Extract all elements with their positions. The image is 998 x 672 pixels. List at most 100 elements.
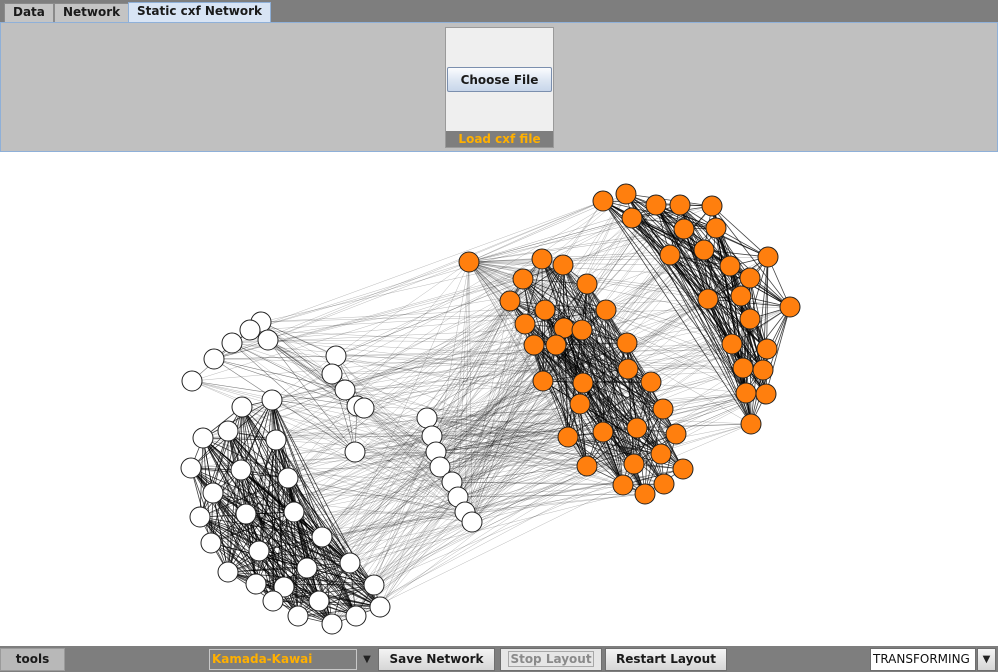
graph-node-white[interactable] [369, 596, 391, 618]
graph-node-orange[interactable] [595, 299, 617, 321]
network-graph[interactable] [0, 152, 998, 646]
graph-node-orange[interactable] [612, 474, 634, 496]
graph-node-orange[interactable] [719, 255, 741, 277]
graph-node-orange[interactable] [739, 267, 761, 289]
graph-node-white[interactable] [277, 467, 299, 489]
graph-node-orange[interactable] [730, 285, 752, 307]
graph-node-orange[interactable] [756, 338, 778, 360]
layout-algorithm-select[interactable]: Kamada-Kawai [209, 649, 357, 670]
graph-node-orange[interactable] [499, 290, 521, 312]
graph-node-white[interactable] [461, 511, 483, 533]
graph-node-orange[interactable] [552, 254, 574, 276]
graph-node-white[interactable] [363, 574, 385, 596]
graph-node-orange[interactable] [757, 246, 779, 268]
graph-node-white[interactable] [221, 332, 243, 354]
graph-node-white[interactable] [202, 482, 224, 504]
restart-layout-button[interactable]: Restart Layout [605, 648, 727, 671]
graph-node-white[interactable] [265, 429, 287, 451]
graph-node-orange[interactable] [576, 273, 598, 295]
graph-node-orange[interactable] [576, 455, 598, 477]
graph-node-white[interactable] [344, 441, 366, 463]
graph-node-white[interactable] [308, 590, 330, 612]
graph-node-orange[interactable] [514, 313, 536, 335]
graph-node-orange[interactable] [572, 372, 594, 394]
graph-node-white[interactable] [181, 370, 203, 392]
graph-node-orange[interactable] [755, 383, 777, 405]
graph-node-white[interactable] [235, 503, 257, 525]
graph-node-orange[interactable] [721, 333, 743, 355]
graph-node-orange[interactable] [512, 268, 534, 290]
graph-node-orange[interactable] [640, 371, 662, 393]
graph-node-orange[interactable] [617, 358, 639, 380]
tab-static-cxf-network[interactable]: Static cxf Network [128, 2, 272, 22]
graph-node-white[interactable] [262, 590, 284, 612]
graph-node-orange[interactable] [752, 359, 774, 381]
graph-node-orange[interactable] [653, 473, 675, 495]
graph-node-orange[interactable] [740, 413, 762, 435]
graph-node-white[interactable] [189, 506, 211, 528]
graph-node-orange[interactable] [665, 423, 687, 445]
graph-node-white[interactable] [200, 532, 222, 554]
network-graph-canvas[interactable] [0, 152, 998, 646]
graph-node-white[interactable] [273, 576, 295, 598]
graph-node-white[interactable] [283, 501, 305, 523]
save-network-button[interactable]: Save Network [378, 648, 495, 671]
graph-node-orange[interactable] [705, 217, 727, 239]
graph-node-white[interactable] [261, 389, 283, 411]
graph-node-orange[interactable] [532, 370, 554, 392]
graph-node-white[interactable] [296, 557, 318, 579]
graph-node-white[interactable] [239, 319, 261, 341]
graph-node-white[interactable] [248, 540, 270, 562]
graph-node-orange[interactable] [739, 308, 761, 330]
graph-node-orange[interactable] [650, 443, 672, 465]
graph-node-orange[interactable] [693, 239, 715, 261]
choose-file-button[interactable]: Choose File [447, 67, 552, 92]
graph-node-orange[interactable] [623, 453, 645, 475]
tools-button[interactable]: tools [0, 648, 65, 671]
graph-node-white[interactable] [325, 345, 347, 367]
graph-node-orange[interactable] [673, 218, 695, 240]
graph-node-white[interactable] [345, 605, 367, 627]
graph-node-orange[interactable] [634, 483, 656, 505]
graph-node-orange[interactable] [735, 382, 757, 404]
graph-node-orange[interactable] [672, 458, 694, 480]
graph-node-white[interactable] [192, 427, 214, 449]
graph-node-white[interactable] [180, 457, 202, 479]
graph-node-orange[interactable] [571, 319, 593, 341]
graph-node-white[interactable] [257, 329, 279, 351]
tab-data[interactable]: Data [4, 3, 54, 22]
graph-node-white[interactable] [321, 363, 343, 385]
graph-node-orange[interactable] [545, 334, 567, 356]
graph-node-white[interactable] [231, 396, 253, 418]
graph-node-orange[interactable] [732, 357, 754, 379]
tab-network[interactable]: Network [54, 3, 130, 22]
graph-node-orange[interactable] [659, 244, 681, 266]
graph-node-white[interactable] [217, 561, 239, 583]
graph-node-orange[interactable] [615, 183, 637, 205]
graph-node-white[interactable] [321, 613, 343, 635]
graph-node-orange[interactable] [626, 417, 648, 439]
graph-node-white[interactable] [416, 407, 438, 429]
graph-node-orange[interactable] [697, 288, 719, 310]
graph-node-orange[interactable] [616, 332, 638, 354]
graph-node-white[interactable] [245, 573, 267, 595]
graph-node-white[interactable] [217, 420, 239, 442]
graph-node-white[interactable] [287, 605, 309, 627]
graph-node-orange[interactable] [569, 393, 591, 415]
graph-node-white[interactable] [230, 459, 252, 481]
graph-node-orange[interactable] [557, 426, 579, 448]
graph-node-white[interactable] [203, 348, 225, 370]
graph-node-orange[interactable] [652, 398, 674, 420]
stop-layout-button[interactable]: Stop Layout [500, 648, 602, 671]
mouse-mode-select[interactable]: TRANSFORMING [870, 648, 976, 671]
graph-node-white[interactable] [334, 379, 356, 401]
graph-node-orange[interactable] [531, 248, 553, 270]
graph-node-orange[interactable] [592, 190, 614, 212]
graph-node-orange[interactable] [592, 421, 614, 443]
chevron-down-icon[interactable]: ▼ [363, 654, 371, 665]
graph-node-white[interactable] [311, 526, 333, 548]
graph-node-orange[interactable] [621, 207, 643, 229]
graph-node-white[interactable] [429, 456, 451, 478]
graph-node-white[interactable] [339, 552, 361, 574]
graph-node-white[interactable] [353, 397, 375, 419]
